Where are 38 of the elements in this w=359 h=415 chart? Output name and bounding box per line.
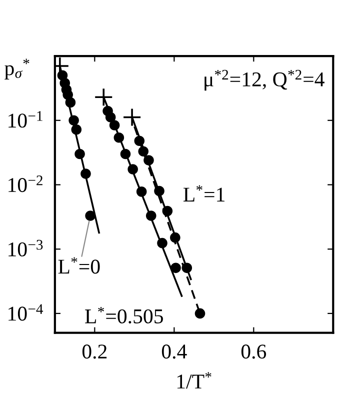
point: [154, 186, 164, 196]
point: [157, 238, 168, 248]
y-tick-label: 10$^{−2}$: [8, 176, 42, 192]
y-tick-label: 10$^{−1}$: [8, 111, 42, 128]
point: [194, 308, 206, 319]
point: [162, 206, 173, 216]
y-axis-title: p$_{σ}$$^{*}$: [4, 58, 30, 80]
point: [68, 115, 79, 126]
point: [138, 146, 149, 157]
y-tick-label: 10$^{−3}$: [8, 240, 43, 256]
point: [74, 148, 85, 160]
point: [85, 210, 96, 221]
x-tick-label: 0.4: [162, 344, 187, 359]
point: [122, 108, 142, 127]
annotation: L$^{*}$=1: [183, 185, 224, 202]
point: [144, 155, 154, 166]
point: [109, 120, 120, 130]
point: [128, 164, 138, 174]
point: [170, 262, 181, 274]
annotation: μ$^{*2}$=12, Q$^{*2}$=4: [204, 70, 324, 91]
point: [146, 210, 156, 221]
point: [120, 148, 131, 160]
point: [114, 132, 124, 143]
point: [71, 124, 82, 135]
x-tick-label: 0.6: [241, 344, 266, 359]
x-tick-label: 0.2: [82, 344, 107, 359]
point: [170, 232, 180, 243]
y-tick-label: 10$^{−4}$: [8, 304, 44, 321]
point: [80, 168, 91, 179]
point: [94, 88, 114, 107]
point: [182, 262, 192, 274]
x-axis-title: 1/T$^{*}$: [177, 372, 212, 389]
point: [134, 136, 145, 146]
point: [136, 186, 147, 197]
annotation: L$^{*}$=0.505: [85, 306, 163, 324]
annotation: L$^{*}$=0: [58, 257, 100, 274]
point: [65, 97, 76, 108]
point: [105, 112, 116, 122]
